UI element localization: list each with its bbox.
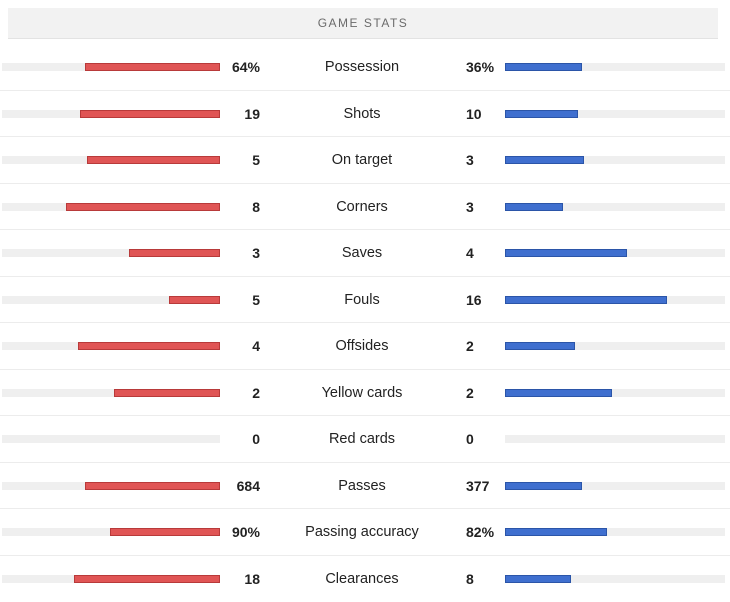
home-bar xyxy=(86,156,220,164)
away-bar-track xyxy=(505,156,725,164)
stat-label: Passes xyxy=(338,477,386,494)
stat-label: On target xyxy=(331,152,393,168)
stat-row-shots: 19 Shots 10 xyxy=(0,91,730,137)
away-bar xyxy=(505,295,668,304)
home-bar xyxy=(74,574,220,583)
away-bar-track xyxy=(505,528,725,536)
home-value: 684 xyxy=(236,477,260,494)
away-bar xyxy=(505,388,612,397)
home-bar xyxy=(114,388,220,397)
away-bar xyxy=(505,528,608,536)
away-value: 8 xyxy=(466,570,474,587)
stat-label: Yellow cards xyxy=(321,384,403,401)
stat-row-corners: 8 Corners 3 xyxy=(0,184,730,230)
home-value: 90% xyxy=(231,524,260,540)
home-bar-track xyxy=(2,481,220,490)
away-bar xyxy=(505,481,582,490)
away-bar xyxy=(505,574,572,583)
away-value: 3 xyxy=(466,198,474,215)
home-bar-track xyxy=(2,435,220,443)
away-bar xyxy=(505,342,576,350)
home-value: 5 xyxy=(252,291,260,308)
home-value: 19 xyxy=(244,105,260,122)
stat-label: Shots xyxy=(343,105,381,122)
home-bar-track xyxy=(2,342,220,350)
home-bar xyxy=(84,63,220,71)
home-bar xyxy=(84,481,220,490)
away-bar-track xyxy=(505,109,725,118)
game-stats-header: GAME STATS xyxy=(8,8,718,39)
away-value: 0 xyxy=(466,431,474,447)
home-bar-track xyxy=(2,109,220,118)
home-bar xyxy=(110,528,220,536)
home-bar-track xyxy=(2,528,220,536)
away-value: 3 xyxy=(466,152,474,168)
away-bar-track xyxy=(505,202,725,211)
stat-label: Clearances xyxy=(325,570,399,587)
home-bar xyxy=(65,202,220,211)
away-bar-track xyxy=(505,342,725,350)
home-bar-track xyxy=(2,574,220,583)
home-bar xyxy=(78,342,220,350)
away-value: 16 xyxy=(466,291,482,308)
home-bar-track xyxy=(2,63,220,71)
stat-row-red-cards: 0 Red cards 0 xyxy=(0,416,730,463)
away-bar xyxy=(505,109,578,118)
home-bar xyxy=(169,295,220,304)
home-bar xyxy=(80,109,220,118)
away-bar-track xyxy=(505,249,725,257)
stat-row-passing-accuracy: 90% Passing accuracy 82% xyxy=(0,509,730,556)
home-bar-track xyxy=(2,295,220,304)
away-value: 36% xyxy=(466,59,495,75)
stat-label: Saves xyxy=(341,245,383,261)
away-bar xyxy=(505,63,582,71)
stat-row-saves: 3 Saves 4 xyxy=(0,230,730,277)
stat-row-offsides: 4 Offsides 2 xyxy=(0,323,730,370)
away-bar-track xyxy=(505,481,725,490)
stat-row-on-target: 5 On target 3 xyxy=(0,137,730,184)
away-value: 2 xyxy=(466,384,474,401)
stat-label: Possession xyxy=(324,59,400,75)
stat-row-yellow-cards: 2 Yellow cards 2 xyxy=(0,370,730,416)
away-bar-track xyxy=(505,574,725,583)
home-bar-track xyxy=(2,249,220,257)
home-value: 3 xyxy=(252,245,260,261)
home-bar-track xyxy=(2,202,220,211)
away-bar xyxy=(505,249,627,257)
stat-row-possession: 64% Possession 36% xyxy=(0,44,730,91)
home-value: 18 xyxy=(244,570,260,587)
home-value: 64% xyxy=(231,59,260,75)
stat-row-passes: 684 Passes 377 xyxy=(0,463,730,509)
home-value: 4 xyxy=(252,338,260,354)
away-value: 377 xyxy=(466,477,490,494)
home-value: 0 xyxy=(252,431,260,447)
away-bar xyxy=(505,202,563,211)
away-bar-track xyxy=(505,388,725,397)
home-value: 5 xyxy=(252,152,260,168)
away-bar-track xyxy=(505,63,725,71)
away-value: 10 xyxy=(466,105,482,122)
away-value: 2 xyxy=(466,338,474,354)
away-bar xyxy=(505,156,584,164)
home-bar-track xyxy=(2,388,220,397)
home-bar xyxy=(129,249,220,257)
home-value: 2 xyxy=(252,384,260,401)
stats-list: 64% Possession 36% 19 Shots 10 5 On targ… xyxy=(0,44,730,602)
stat-row-clearances: 18 Clearances 8 xyxy=(0,556,730,602)
home-value: 8 xyxy=(252,198,260,215)
stat-label: Offsides xyxy=(335,338,389,354)
home-bar-track xyxy=(2,156,220,164)
stat-label: Corners xyxy=(336,198,388,215)
away-bar-track xyxy=(505,295,725,304)
away-bar-track xyxy=(505,435,725,443)
away-value: 4 xyxy=(466,245,474,261)
stat-label: Red cards xyxy=(328,431,396,447)
stat-row-fouls: 5 Fouls 16 xyxy=(0,277,730,323)
away-value: 82% xyxy=(466,524,495,540)
stat-label: Passing accuracy xyxy=(305,524,419,540)
stat-label: Fouls xyxy=(344,291,380,308)
